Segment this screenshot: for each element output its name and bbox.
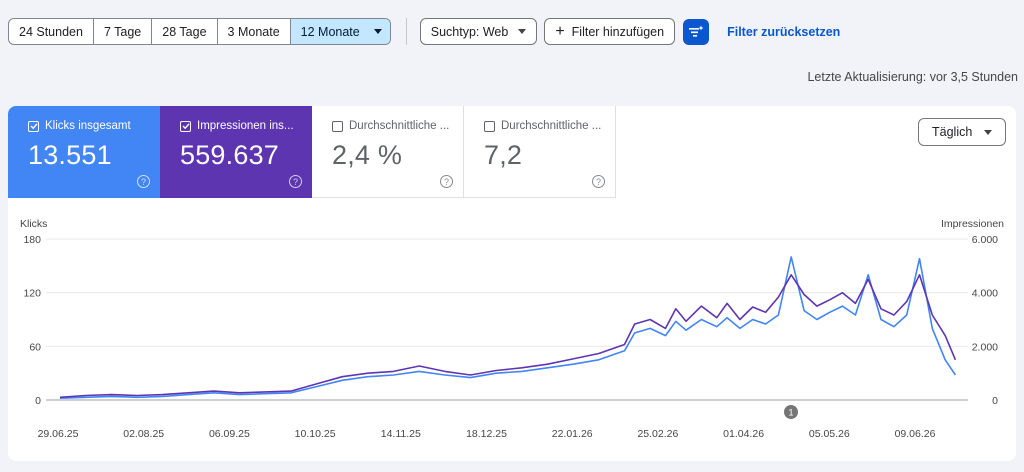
y-tick-label-left: 0: [35, 395, 41, 407]
y-axis-label-right: Impressionen: [941, 218, 1004, 230]
chevron-down-icon: [373, 29, 382, 34]
reset-filters-link[interactable]: Filter zurücksetzen: [727, 24, 841, 39]
granularity-label: Täglich: [932, 125, 973, 139]
range-12m[interactable]: 12 Monate: [290, 19, 390, 44]
y-tick-label-right: 0: [992, 395, 998, 407]
x-tick-label: 05.05.26: [809, 428, 850, 440]
date-range-selector: 24 Stunden 7 Tage 28 Tage 3 Monate 12 Mo…: [8, 18, 391, 45]
add-filter-button[interactable]: + Filter hinzufügen: [544, 18, 676, 45]
granularity-dropdown[interactable]: Täglich: [918, 118, 1006, 146]
x-tick-label: 29.06.25: [38, 428, 79, 440]
range-7d[interactable]: 7 Tage: [94, 19, 153, 44]
x-tick-label: 09.06.26: [895, 428, 936, 440]
y-axis-label-left: Klicks: [20, 218, 47, 230]
divider: [312, 197, 616, 198]
search-type-label: Suchtyp: Web: [430, 24, 509, 39]
chevron-down-icon: [518, 29, 527, 34]
metric-avg-ctr[interactable]: Durchschnittliche ... 2,4 % ?: [312, 106, 464, 198]
metric-value: 7,2: [484, 140, 523, 170]
x-tick-label: 02.08.25: [123, 428, 164, 440]
performance-chart: Klicks Impressionen 180 6.000 120 4.000 60 2.00…: [20, 218, 1004, 440]
range-24h[interactable]: 24 Stunden: [9, 19, 94, 44]
range-28d[interactable]: 28 Tage: [152, 19, 218, 44]
checkbox-checked-icon: [180, 120, 191, 132]
chevron-down-icon: [984, 129, 993, 135]
plus-icon: +: [555, 22, 565, 40]
x-tick-label: 22.01.26: [552, 428, 593, 440]
help-icon[interactable]: ?: [289, 175, 302, 188]
x-tick-label: 01.04.26: [723, 428, 764, 440]
y-tick-label-left: 120: [23, 288, 41, 300]
performance-card: Klicks insgesamt 13.551 ? Impressionen i…: [8, 106, 1016, 461]
series-line-impressions: [59, 274, 957, 399]
metric-total-impressions[interactable]: Impressionen ins... 559.637 ?: [160, 106, 312, 198]
y-tick-label-right: 6.000: [972, 234, 998, 246]
y-tick-label-right: 4.000: [972, 288, 998, 300]
metric-value: 559.637: [180, 140, 279, 170]
metric-label: Durchschnittliche ...: [349, 120, 450, 132]
y-tick-label-right: 2.000: [972, 341, 998, 353]
y-tick-label-left: 60: [29, 341, 41, 353]
metric-value: 2,4 %: [332, 140, 403, 170]
checkbox-unchecked-icon: [332, 120, 343, 132]
x-tick-label: 10.10.25: [295, 428, 336, 440]
checkbox-checked-icon: [28, 120, 39, 132]
metric-label: Durchschnittliche ...: [501, 120, 602, 132]
filter-sparkle-icon: [689, 25, 704, 37]
annotation-label: 1: [788, 408, 793, 418]
help-icon[interactable]: ?: [137, 175, 150, 188]
metric-value: 13.551: [28, 140, 112, 170]
metric-label: Impressionen ins...: [197, 120, 294, 132]
help-icon[interactable]: ?: [592, 175, 605, 188]
x-tick-label: 18.12.25: [466, 428, 507, 440]
divider: [405, 18, 407, 45]
metric-label: Klicks insgesamt: [45, 120, 131, 132]
metric-total-clicks[interactable]: Klicks insgesamt 13.551 ?: [8, 106, 160, 198]
toolbar: 24 Stunden 7 Tage 28 Tage 3 Monate 12 Mo…: [8, 18, 840, 45]
x-tick-label: 14.11.25: [381, 428, 421, 440]
annotation-marker: [784, 405, 798, 419]
x-tick-label: 06.09.25: [209, 428, 250, 440]
checkbox-unchecked-icon: [484, 120, 495, 132]
metric-avg-position[interactable]: Durchschnittliche ... 7,2 ?: [464, 106, 616, 198]
last-update-text: Letzte Aktualisierung: vor 3,5 Stunden: [807, 70, 1018, 84]
range-3m[interactable]: 3 Monate: [218, 19, 291, 44]
help-icon[interactable]: ?: [440, 175, 453, 188]
filter-settings-button[interactable]: [683, 18, 710, 45]
range-12m-label: 12 Monate: [300, 24, 360, 39]
x-tick-label: 25.02.26: [637, 428, 678, 440]
y-tick-label-left: 180: [23, 234, 41, 246]
series-line-clicks: [59, 256, 957, 399]
add-filter-label: Filter hinzufügen: [571, 24, 665, 39]
search-type-dropdown[interactable]: Suchtyp: Web: [419, 18, 538, 45]
